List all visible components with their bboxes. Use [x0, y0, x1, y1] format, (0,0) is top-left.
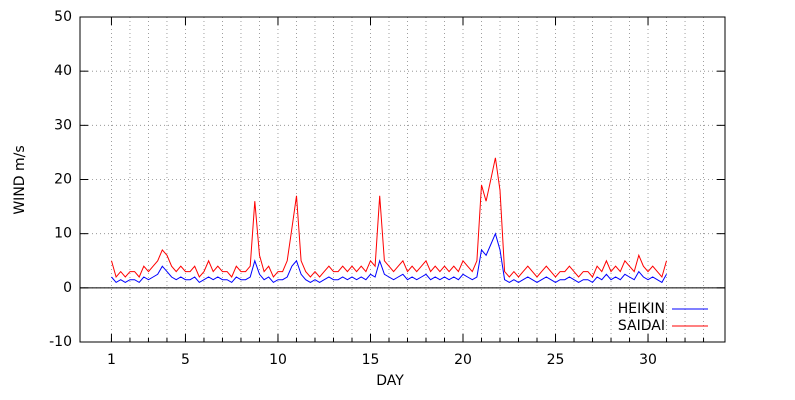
y-tick-label: 40 — [54, 63, 72, 79]
x-tick-label: 20 — [454, 352, 472, 368]
x-tick-label: 15 — [362, 352, 380, 368]
y-axis-label: WIND m/s — [12, 145, 28, 214]
x-axis-label: DAY — [376, 373, 404, 389]
y-tick-label: 50 — [54, 9, 72, 25]
x-tick-label: 1 — [107, 352, 116, 368]
y-tick-label: 10 — [54, 226, 72, 242]
y-tick-label: 20 — [54, 172, 72, 188]
x-tick-label: 25 — [547, 352, 565, 368]
series-line — [111, 157, 667, 279]
y-tick-label: -10 — [49, 334, 72, 350]
legend-label: SAIDAI — [618, 318, 665, 334]
y-tick-label: 30 — [54, 117, 72, 133]
series-line — [111, 232, 667, 284]
x-tick-label: 5 — [181, 352, 190, 368]
x-tick-label: 30 — [639, 352, 657, 368]
x-tick-label: 10 — [269, 352, 287, 368]
y-tick-label: 0 — [63, 280, 72, 296]
plot-frame — [79, 16, 726, 343]
legend-label: HEIKIN — [618, 301, 665, 317]
